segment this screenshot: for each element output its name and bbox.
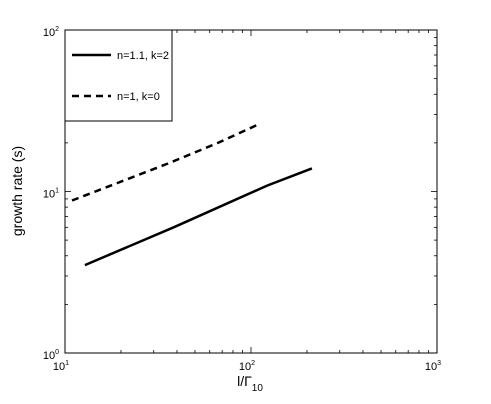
x-axis-label: l/Γ10	[237, 373, 263, 394]
y-tick-label: 101	[43, 188, 59, 201]
y-axis-label: growth rate (s)	[9, 146, 25, 236]
x-tick-label: 102	[239, 360, 255, 373]
legend-box	[64, 29, 173, 122]
x-tick-label: 101	[53, 360, 69, 373]
x-tick-label: 103	[425, 360, 441, 373]
y-tick-label: 102	[43, 26, 59, 39]
y-tick-label: 100	[43, 349, 59, 362]
legend-label-series-2: n=1, k=0	[117, 91, 160, 103]
legend-label-series-1: n=1.1, k=2	[117, 50, 169, 62]
series-line-1	[84, 167, 313, 267]
legend: n=1.1, k=2 n=1, k=0	[64, 29, 173, 122]
series-line-2	[71, 123, 259, 202]
series-layer	[71, 123, 313, 267]
